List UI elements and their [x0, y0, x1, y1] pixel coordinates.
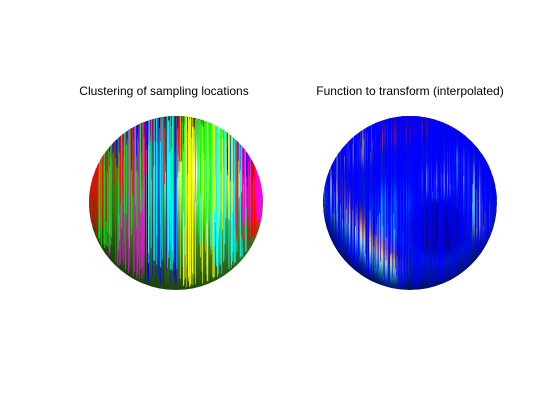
function-sphere: [323, 116, 497, 290]
right-chart-title: Function to transform (interpolated): [316, 84, 504, 98]
left-chart-title: Clustering of sampling locations: [79, 84, 249, 98]
clustering-sphere: [89, 116, 263, 290]
